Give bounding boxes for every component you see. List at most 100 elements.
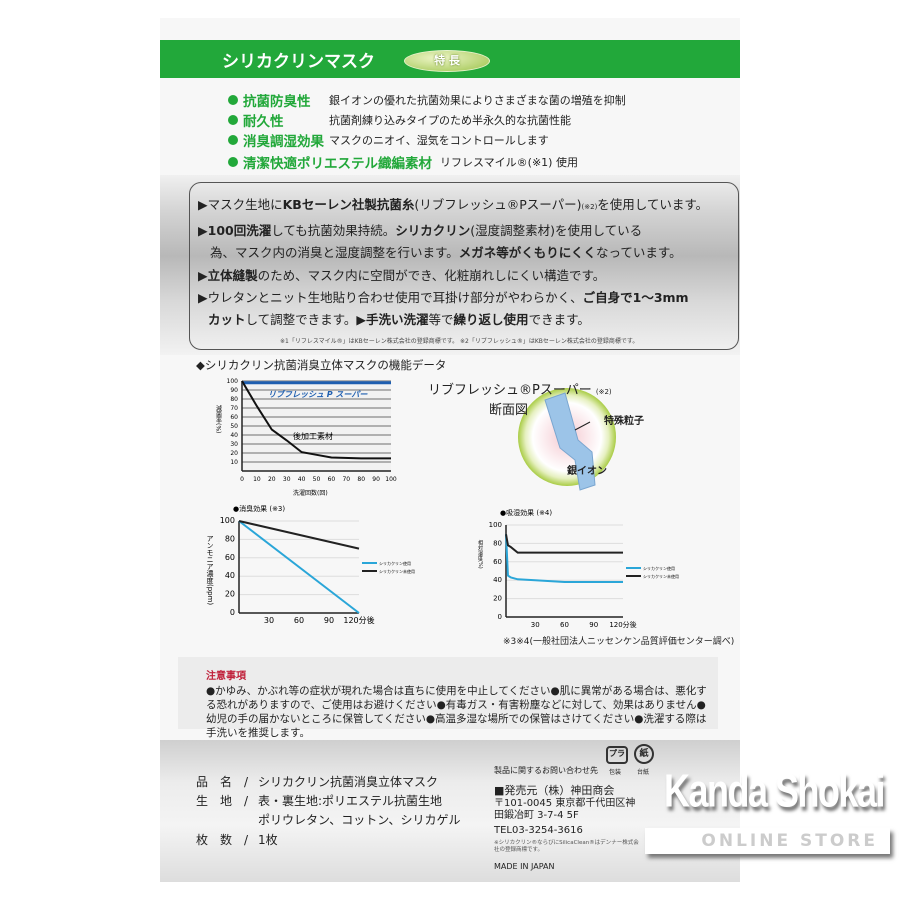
y-tick-label: 40 xyxy=(225,571,235,580)
x-tick-label: 10 xyxy=(253,476,261,483)
y-tick-label: 80 xyxy=(230,396,238,403)
x-tick-label: 90 xyxy=(324,616,334,625)
x-tick-label: 30 xyxy=(264,616,274,625)
origin: MADE IN JAPAN xyxy=(494,862,555,871)
y-tick-label: 50 xyxy=(230,423,238,430)
caution-box xyxy=(178,657,718,729)
bullet-icon xyxy=(228,157,238,167)
seller: ■発売元（株）神田商会 xyxy=(494,784,615,797)
ion-label: 銀イオン xyxy=(567,466,607,477)
y-tick-label: 70 xyxy=(230,405,238,412)
feature-text: リフレスマイル®(※1) 使用 xyxy=(440,156,578,169)
spec-row: 生 地 / 表・裏生地:ポリエステル抗菌生地 xyxy=(196,794,443,808)
series-line xyxy=(238,520,360,550)
point-line: 為、マスク内の消臭と湿度調整を行います。メガネ等がくもりにくくなっています。 xyxy=(210,245,682,260)
x-tick-label: 60 xyxy=(328,476,336,483)
feature-item: 消臭調湿効果 マスクのニオイ、湿気をコントロールします xyxy=(228,130,549,150)
feature-key: 清潔快適ポリエステル織編素材 xyxy=(243,156,432,172)
cross-section-diagram xyxy=(518,388,616,491)
x-tick-label: 20 xyxy=(268,476,276,483)
features-badge: 特 長 xyxy=(404,50,490,72)
y-tick-label: 60 xyxy=(230,414,238,421)
humidity-chart: 0 20 40 60 80 100 30 60 90 120分後 ●吸湿効果 (※4) シリカクリン使… xyxy=(477,508,679,629)
series-line xyxy=(505,534,623,584)
y-tick-label: 60 xyxy=(493,558,502,566)
fiber-shape xyxy=(544,392,596,491)
product-title: シリカクリンマスク xyxy=(222,52,375,72)
antibacterial-chart: 10 20 30 40 50 60 70 80 90 100 0 10 20 30 40 50 60 70 80 90… xyxy=(215,378,397,497)
series-line xyxy=(505,534,623,554)
y-tick-label: 100 xyxy=(220,516,235,525)
chart-title: ●吸湿効果 (※4) xyxy=(500,508,552,517)
series-label: 後加工素材 xyxy=(293,431,333,441)
feature-text: 抗菌剤練り込みタイプのため半永久的な抗菌性能 xyxy=(329,114,571,127)
bullet-icon xyxy=(228,135,238,145)
y-tick-label: 80 xyxy=(493,539,502,547)
feature-item: 抗菌防臭性 銀イオンの優れた抗菌効果によりさまざまな菌の増殖を抑制 xyxy=(228,90,626,110)
point-line: カットして調整できます。▶手洗い洗濯等で繰り返し使用できます。 xyxy=(208,312,590,327)
y-tick-label: 0 xyxy=(498,613,502,621)
y-tick-label: 20 xyxy=(493,595,502,603)
trademark-note: ※シリカクリン®ならびにSilicaClean®はデンナー株式会社の登録商標です… xyxy=(494,840,639,853)
feature-key: 耐久性 xyxy=(243,114,284,130)
spec-row: 品 名 / シリカクリン抗菌消臭立体マスク xyxy=(196,775,439,789)
x-tick-label: 30 xyxy=(283,476,291,483)
point-line: ▶立体縫製のため、マスク内に空間ができ、化粧崩れしにくい構造です。 xyxy=(198,268,606,283)
data-section-title: ◆シリカクリン抗菌消臭立体マスクの機能データ xyxy=(196,358,447,372)
cross-section-title: リブフレッシュ®Pスーパー (※2) xyxy=(428,383,612,398)
point-line: ▶マスク生地にKBセーレン社製抗菌糸(リブフレッシュ®Pスーパー)(※2)を使用… xyxy=(198,197,709,212)
y-tick-label: 20 xyxy=(230,450,238,457)
y-tick-label: 80 xyxy=(225,534,235,543)
y-tick-label: 40 xyxy=(493,576,502,584)
deodorant-chart: 0 20 40 60 80 100 30 60 90 120分後 ●消臭効果 (※3) シリカクリン使… xyxy=(206,504,415,625)
chart-title: ●消臭効果 (※3) xyxy=(233,504,285,513)
spec-row: ポリウレタン、コットン、シリカゲル xyxy=(258,813,461,827)
y-tick-label: 10 xyxy=(230,459,238,466)
legend-label: シリカクリン使用 xyxy=(379,560,411,566)
caution-title: 注意事項 xyxy=(206,671,246,682)
y-tick-label: 100 xyxy=(489,521,502,529)
address: 〒101-0045 東京都千代田区神田鍛冶町 3-7-4 5F xyxy=(494,798,636,821)
recycle-paper-icon: 紙 xyxy=(634,744,654,764)
feature-key: 消臭調湿効果 xyxy=(243,134,324,150)
caution-text: ●かゆみ、かぶれ等の症状が現れた場合は直ちに使用を中止してください●肌に異常があ… xyxy=(206,685,707,739)
x-axis-label: 洗濯回数(回) xyxy=(293,489,328,497)
trademark-footnote: ※1「リフレスマイル®」はKBセーレン株式会社の登録商標です。 ※2「リブフレッ… xyxy=(280,338,639,345)
series-line xyxy=(241,380,391,460)
feature-item: 清潔快適ポリエステル織編素材 リフレスマイル®(※1) 使用 xyxy=(228,152,578,172)
recycle-label: 包装 xyxy=(609,769,622,776)
store-logo-band: ONLINE STORE xyxy=(645,828,890,854)
points-box xyxy=(189,182,739,350)
particle-label: 特殊粒子 xyxy=(604,416,644,427)
points-panel xyxy=(160,175,740,355)
x-tick-label: 60 xyxy=(560,621,569,629)
x-tick-label: 90 xyxy=(589,621,598,629)
feature-text: マスクのニオイ、湿気をコントロールします xyxy=(329,134,549,147)
feature-item: 耐久性 抗菌剤練り込みタイプのため半永久的な抗菌性能 xyxy=(228,110,571,130)
recycle-label: 台紙 xyxy=(637,769,650,776)
x-tick-label: 90 xyxy=(372,476,380,483)
leader-line xyxy=(574,421,591,431)
series-label: リブフレッシュ P スーパー xyxy=(268,389,368,399)
feature-key: 抗菌防臭性 xyxy=(243,94,311,110)
y-tick-label: 100 xyxy=(227,378,239,385)
x-tick-label: 120分後 xyxy=(609,620,636,629)
y-axis-label: 相対湿度(%) xyxy=(477,539,483,568)
cross-section-subtitle: 断面図 xyxy=(489,403,529,418)
x-tick-label: 100 xyxy=(385,476,397,483)
y-tick-label: 30 xyxy=(230,441,238,448)
y-tick-label: 20 xyxy=(225,590,235,599)
feature-text: 銀イオンの優れた抗菌効果によりさまざまな菌の増殖を抑制 xyxy=(329,94,626,107)
x-tick-label: 30 xyxy=(531,621,540,629)
x-tick-label: 80 xyxy=(357,476,365,483)
bullet-icon xyxy=(228,95,238,105)
series-line xyxy=(238,520,360,614)
y-axis-label: 減菌率(%) xyxy=(215,404,222,433)
point-line: ▶100回洗濯しても抗菌効果持続。シリカクリン(湿度調整素材)を使用している xyxy=(198,223,643,238)
contact-heading: 製品に関するお問い合わせ先 xyxy=(494,766,598,775)
y-tick-label: 90 xyxy=(230,387,238,394)
legend-label: シリカクリン未使用 xyxy=(643,573,679,579)
x-tick-label: 50 xyxy=(313,476,321,483)
legend-label: シリカクリン未使用 xyxy=(379,568,415,574)
